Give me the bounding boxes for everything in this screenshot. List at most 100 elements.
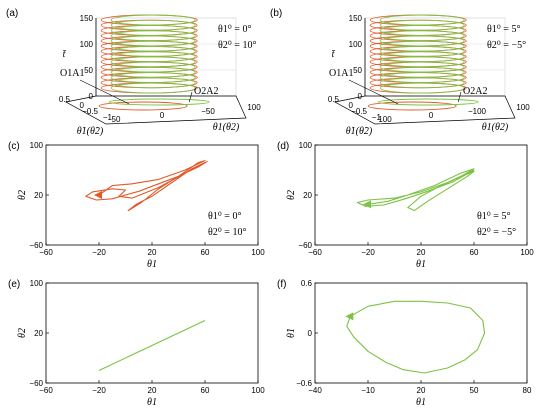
init-condition-1: θ1⁰ = 0° xyxy=(208,211,241,222)
x-tick-label: −100 xyxy=(468,107,487,116)
helix-loop xyxy=(110,30,196,42)
y-tick-label: −1 xyxy=(103,113,113,122)
x-axis-label: θ1 xyxy=(147,259,157,270)
helix-loop xyxy=(110,14,196,26)
x-tick-label: −20 xyxy=(92,386,106,395)
helix-loop xyxy=(110,82,196,94)
y-tick-label: −60 xyxy=(298,241,312,250)
series-line xyxy=(346,300,486,374)
series-line xyxy=(98,320,206,371)
z-tick-label: 100 xyxy=(349,40,363,49)
x-tick-label: 100 xyxy=(251,248,265,257)
x-tick-label: −10 xyxy=(361,386,375,395)
y-tick-label: 100 xyxy=(30,279,44,288)
floor-plane xyxy=(333,95,516,125)
label-O1A1: O1A1 xyxy=(60,68,84,79)
helix-loop xyxy=(379,61,465,73)
x-tick-label: −20 xyxy=(92,248,106,257)
panel-a: 0 50 100 150 t̄ (a) θ1⁰ = 0° θ2⁰ = 10° O1A1 O2A2 0… xyxy=(6,8,261,137)
y-tick-label: −60 xyxy=(29,241,43,250)
panel-c: −60 −20 20 60 100 −60 20 100 θ1 θ2 (c) θ1⁰ = 0° θ2⁰ … xyxy=(8,141,265,270)
helix-loop xyxy=(110,35,196,47)
plot-frame xyxy=(45,282,259,384)
leader-O1A1 xyxy=(348,79,399,105)
helix-loop xyxy=(379,40,465,52)
x-tick-label: 80 xyxy=(523,386,532,395)
helix-loop xyxy=(379,25,465,36)
helix-loop xyxy=(379,72,465,83)
x-tick-label: 60 xyxy=(470,248,479,257)
init-condition-1: θ1⁰ = 5° xyxy=(477,211,510,222)
panel-label: (e) xyxy=(8,279,20,290)
helix-loop xyxy=(110,61,196,73)
init-condition-2: θ2⁰ = −5° xyxy=(487,40,526,51)
projection-O2A2 xyxy=(377,98,479,106)
x-tick-label: −40 xyxy=(308,386,322,395)
x-tick-label: 100 xyxy=(251,386,265,395)
x-axis-label: θ1 xyxy=(416,397,426,408)
y-tick-label: −1 xyxy=(372,113,382,122)
y-axis-label: θ2 xyxy=(17,328,28,338)
x-axis-label: θ1 xyxy=(147,397,157,408)
y-tick-label: −0.5 xyxy=(82,107,98,116)
projection-O1A1 xyxy=(98,101,188,111)
helix-loop xyxy=(110,77,196,89)
panel-label: (a) xyxy=(6,8,18,19)
leader-O2A2 xyxy=(188,91,193,103)
y-tick-label: 100 xyxy=(299,141,313,150)
x-tick-label: 100 xyxy=(516,103,530,112)
x-tick-label: 50 xyxy=(470,386,479,395)
x-tick-label: 0 xyxy=(429,111,434,120)
y-tick-label: 0 xyxy=(308,329,313,338)
x-tick-label: 50 xyxy=(112,115,121,124)
projection-O2A2 xyxy=(108,98,210,106)
x-tick-label: 20 xyxy=(148,386,157,395)
x-tick-label: 100 xyxy=(247,103,261,112)
y-axis-label: θ̇1 xyxy=(286,328,297,338)
y-tick-label: 0.6 xyxy=(301,279,313,288)
z-tick-label: 150 xyxy=(80,14,94,23)
y-tick-label: −0.6 xyxy=(296,379,312,388)
y-tick-label: −60 xyxy=(29,379,43,388)
y-axis-label: θ2 xyxy=(17,190,28,200)
x-tick-label: −60 xyxy=(39,386,53,395)
panel-label: (c) xyxy=(8,141,20,152)
z-tick-label: 0 xyxy=(358,92,363,101)
panel-d: −60 −20 20 60 100 −60 20 100 θ1 θ2 (d) θ1⁰ = 5° θ2⁰ … xyxy=(277,141,534,270)
x-tick-label: −60 xyxy=(308,248,322,257)
direction-arrow xyxy=(94,191,102,199)
y-tick-label: −0.5 xyxy=(351,107,367,116)
y-axis-label: θ̇1(θ̇2) xyxy=(77,126,104,137)
label-O1A1: O1A1 xyxy=(329,68,353,79)
helix-loop xyxy=(379,14,465,26)
plot-frame xyxy=(314,282,528,384)
x-axis-label: θ1(θ2) xyxy=(482,122,509,133)
x-tick-label: 20 xyxy=(417,386,426,395)
x-axis-label: θ1(θ2) xyxy=(213,122,240,133)
init-condition-1: θ1⁰ = 5° xyxy=(487,24,520,35)
x-tick-label: 100 xyxy=(520,248,534,257)
x-tick-label: −50 xyxy=(201,107,215,116)
label-O2A2: O2A2 xyxy=(463,86,487,97)
leader-O2A2 xyxy=(457,91,462,103)
y-tick-label: 0 xyxy=(80,101,85,110)
leader-O1A1 xyxy=(79,79,130,105)
init-condition-2: θ2⁰ = −5° xyxy=(477,227,516,238)
helix-loop xyxy=(379,51,465,63)
z-axis-label: t̄ xyxy=(332,49,336,60)
helix-loop xyxy=(379,82,465,94)
direction-arrow xyxy=(345,312,354,321)
z-axis-label: t̄ xyxy=(63,49,67,60)
helix-loop xyxy=(379,66,465,78)
helix-loop xyxy=(110,72,196,83)
helix-loop xyxy=(379,19,465,31)
panel-e: −60 −20 20 60 100 −60 20 100 θ1 θ2 (e) xyxy=(8,279,265,408)
helix-loop xyxy=(110,40,196,52)
y-tick-label: 0.5 xyxy=(328,95,340,104)
helix-loop xyxy=(379,35,465,47)
x-axis-label: θ1 xyxy=(416,259,426,270)
helix-loop xyxy=(379,30,465,42)
helix-loop xyxy=(110,25,196,36)
helix-loop xyxy=(379,45,465,57)
